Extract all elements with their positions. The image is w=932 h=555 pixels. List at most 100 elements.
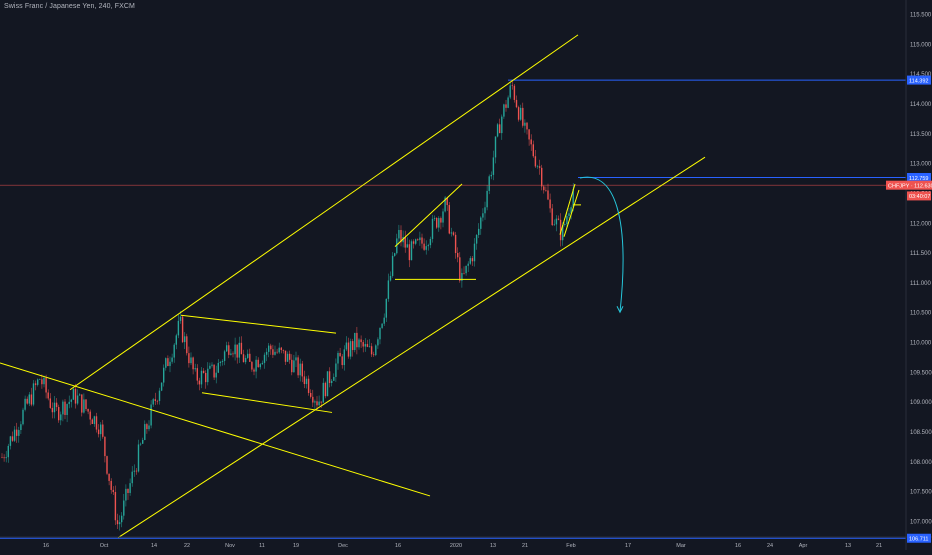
trendline-triangle-top[interactable] [394, 183, 463, 247]
candle-down [188, 353, 190, 364]
candle-down [85, 399, 87, 409]
candle-down [370, 346, 373, 355]
candle-down [511, 85, 513, 86]
candle-down [87, 408, 89, 412]
candle-down [513, 85, 516, 100]
candle-down [528, 129, 530, 140]
price-tick-label: 115.000 [910, 42, 932, 48]
price-tick-label: 108.000 [910, 460, 932, 466]
candle-down [454, 234, 457, 254]
candle-up [263, 354, 266, 363]
candle-up [570, 207, 572, 214]
candle-up [398, 230, 400, 239]
candle-down [452, 232, 455, 235]
price-label-box [907, 75, 931, 85]
candle-up [314, 401, 316, 403]
candle-up [259, 364, 261, 368]
candle-down [49, 398, 51, 408]
candle-up [354, 332, 356, 351]
candle-up [215, 372, 217, 378]
candle-down [270, 345, 272, 350]
candle-up [482, 213, 484, 218]
candle-up [553, 224, 555, 226]
candle-down [34, 383, 37, 385]
candle-up [467, 263, 469, 266]
candle-up [60, 414, 62, 421]
candle-up [7, 445, 9, 458]
candle-down [440, 218, 442, 223]
candle-down [517, 107, 520, 120]
candle-down [303, 376, 306, 385]
candle-up [221, 360, 224, 362]
candle-up [293, 360, 295, 373]
price-label-level: 112.759 [909, 176, 928, 182]
candle-down [41, 379, 43, 385]
candle-down [356, 332, 358, 348]
candle-down [316, 401, 318, 406]
candle-down [240, 342, 243, 355]
candle-up [66, 404, 68, 415]
time-tick-label: Mar [676, 543, 686, 549]
candle-up [234, 344, 236, 355]
candle-up [318, 401, 320, 406]
candle-down [362, 342, 364, 347]
candle-up [190, 357, 192, 364]
candle-down [114, 492, 117, 521]
candle-down [11, 436, 14, 441]
price-tick-label: 110.500 [910, 311, 932, 317]
candle-down [282, 350, 285, 351]
trendline-wedge[interactable] [559, 183, 576, 235]
candle-up [364, 344, 366, 347]
candle-down [257, 359, 259, 368]
candle-up [488, 176, 490, 191]
candle-down [505, 104, 507, 108]
candle-down [423, 243, 425, 250]
candle-up [461, 272, 463, 281]
forecast-arrow-path[interactable] [579, 176, 624, 313]
candle-up [433, 217, 436, 219]
price-tick-label: 108.500 [910, 430, 932, 436]
candle-up [299, 363, 301, 376]
candle-down [307, 378, 310, 393]
candle-up [379, 327, 381, 340]
candle-up [524, 122, 526, 126]
candle-down [135, 470, 138, 472]
candle-up [568, 213, 570, 217]
price-tick-label: 107.000 [910, 520, 932, 526]
candle-down [459, 257, 461, 281]
candle-up [486, 190, 488, 208]
candle-up [171, 357, 173, 362]
time-tick-label: 21 [876, 543, 882, 549]
time-tick-label: 13 [845, 543, 851, 549]
candle-up [415, 239, 417, 244]
candle-up [494, 136, 497, 158]
price-tick-label: 107.500 [910, 490, 932, 496]
candle-down [102, 424, 104, 437]
trendline-wedge[interactable] [563, 189, 580, 237]
time-tick-label: 21 [522, 543, 528, 549]
trendline-channel-lower[interactable] [117, 156, 706, 539]
trendline-falling-line[interactable] [0, 362, 431, 497]
candle-down [249, 353, 251, 362]
candle-down [328, 371, 331, 383]
candle-up [5, 457, 7, 459]
candle-down [291, 359, 293, 373]
candle-up [278, 347, 280, 353]
trendline-channel-upper[interactable] [69, 34, 579, 391]
price-label-box [886, 180, 932, 190]
trendline-flag-top[interactable] [180, 314, 337, 334]
candle-up [478, 228, 480, 235]
candle-down [146, 424, 148, 430]
candle-up [76, 395, 79, 404]
candle-down [154, 399, 156, 401]
candle-down [559, 219, 562, 241]
candle-down [202, 370, 205, 373]
candle-up [247, 353, 249, 358]
candle-up [179, 316, 182, 321]
price-label-timer: 03:40:07 [909, 194, 930, 200]
trendline-flag-bottom[interactable] [201, 392, 333, 413]
candle-down [198, 380, 201, 385]
candle-down [186, 336, 188, 354]
